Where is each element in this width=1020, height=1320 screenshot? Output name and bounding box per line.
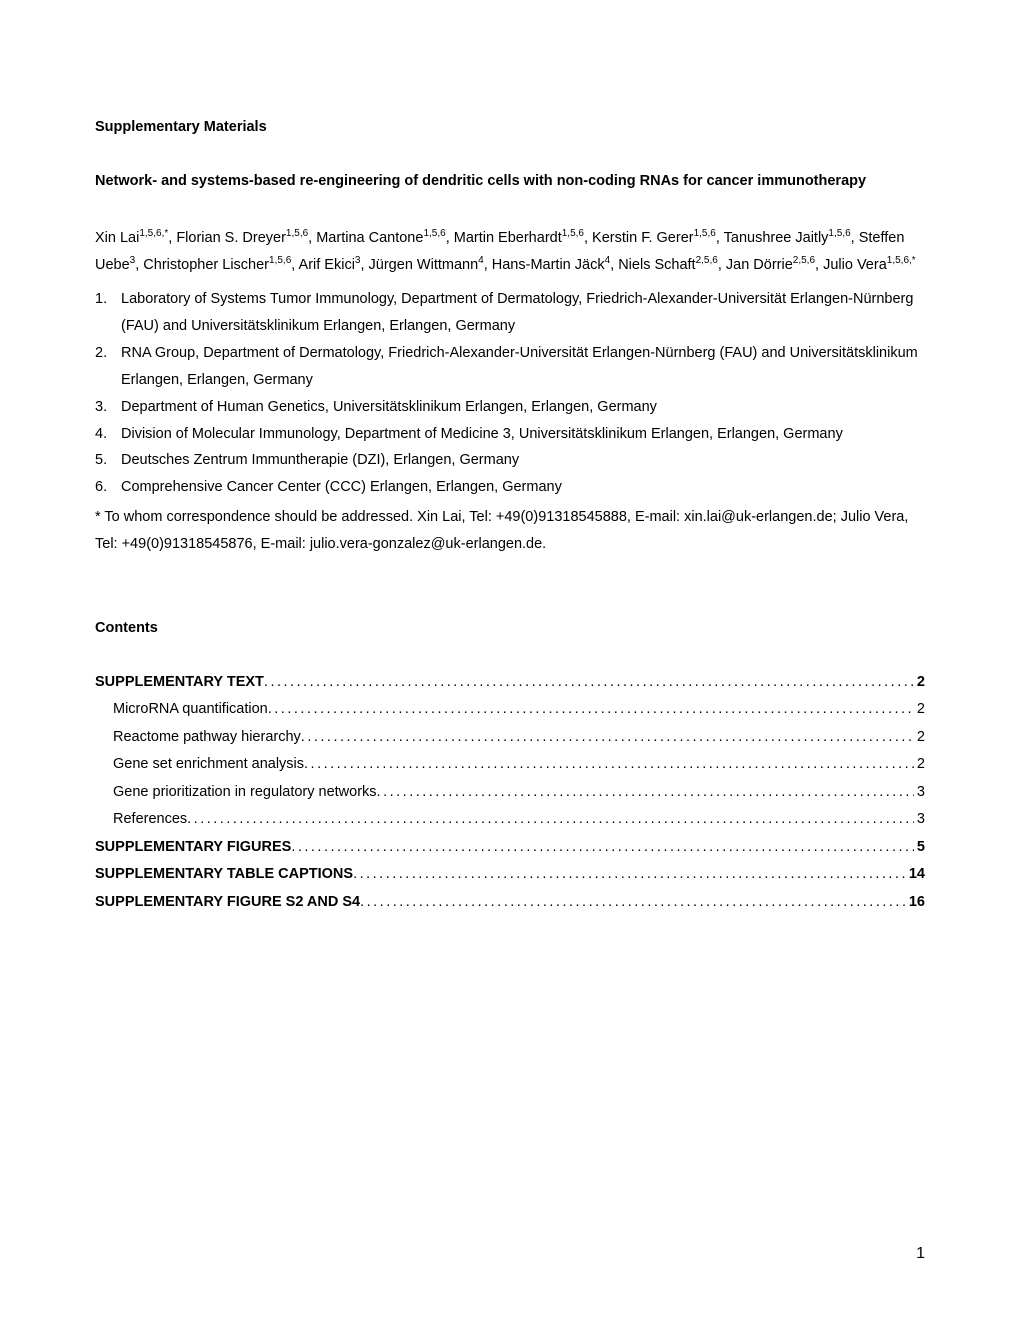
affiliation-item: 4.Division of Molecular Immunology, Depa… <box>121 421 925 448</box>
affiliation-item: 6.Comprehensive Cancer Center (CCC) Erla… <box>121 474 925 501</box>
contents-heading: Contents <box>95 618 925 639</box>
toc-title: SUPPLEMENTARY FIGURE S2 AND S4 <box>95 889 360 917</box>
toc-page-number: 5 <box>914 834 925 862</box>
toc-title: Reactome pathway hierarchy <box>113 724 301 752</box>
affiliation-text: Laboratory of Systems Tumor Immunology, … <box>121 291 913 334</box>
affiliation-text: Deutsches Zentrum Immuntherapie (DZI), E… <box>121 452 519 468</box>
toc-page-number: 16 <box>906 889 925 917</box>
toc-entry: SUPPLEMENTARY TABLE CAPTIONS 14 <box>95 861 925 889</box>
toc-title: Gene set enrichment analysis <box>113 751 304 779</box>
toc-page-number: 2 <box>914 696 925 724</box>
affiliation-number: 5. <box>95 447 107 474</box>
affiliation-text: Comprehensive Cancer Center (CCC) Erlang… <box>121 479 562 495</box>
affiliation-item: 5.Deutsches Zentrum Immuntherapie (DZI),… <box>121 447 925 474</box>
toc-leader-dots <box>353 861 906 889</box>
toc-leader-dots <box>304 751 914 779</box>
toc-title: SUPPLEMENTARY TEXT <box>95 669 264 697</box>
affiliation-number: 3. <box>95 394 107 421</box>
toc-title: SUPPLEMENTARY FIGURES <box>95 834 291 862</box>
toc-page-number: 14 <box>906 861 925 889</box>
page-number: 1 <box>916 1242 925 1265</box>
affiliation-number: 1. <box>95 286 107 313</box>
affiliation-number: 6. <box>95 474 107 501</box>
toc-leader-dots <box>301 724 914 752</box>
toc-leader-dots <box>264 669 914 697</box>
toc-page-number: 2 <box>914 724 925 752</box>
toc-entry: Gene prioritization in regulatory networ… <box>95 779 925 807</box>
toc-entry: SUPPLEMENTARY TEXT 2 <box>95 669 925 697</box>
paper-title: Network- and systems-based re-engineerin… <box>95 168 925 195</box>
affiliation-item: 2.RNA Group, Department of Dermatology, … <box>121 340 925 394</box>
toc-entry: SUPPLEMENTARY FIGURE S2 AND S4 16 <box>95 889 925 917</box>
toc-entry: References 3 <box>95 806 925 834</box>
toc-entry: Reactome pathway hierarchy 2 <box>95 724 925 752</box>
affiliation-number: 2. <box>95 340 107 367</box>
toc-title: References <box>113 806 187 834</box>
affiliation-text: Department of Human Genetics, Universitä… <box>121 399 657 415</box>
toc-page-number: 2 <box>914 669 925 697</box>
toc-leader-dots <box>187 806 914 834</box>
toc-page-number: 3 <box>914 806 925 834</box>
affiliation-text: RNA Group, Department of Dermatology, Fr… <box>121 345 918 388</box>
affiliation-number: 4. <box>95 421 107 448</box>
toc-leader-dots <box>268 696 914 724</box>
toc-entry: SUPPLEMENTARY FIGURES 5 <box>95 834 925 862</box>
toc-entry: Gene set enrichment analysis 2 <box>95 751 925 779</box>
toc-leader-dots <box>291 834 914 862</box>
toc-page-number: 3 <box>914 779 925 807</box>
toc-page-number: 2 <box>914 751 925 779</box>
correspondence-text: * To whom correspondence should be addre… <box>95 504 925 558</box>
toc-title: Gene prioritization in regulatory networ… <box>113 779 377 807</box>
toc-leader-dots <box>377 779 914 807</box>
affiliation-item: 3.Department of Human Genetics, Universi… <box>121 394 925 421</box>
table-of-contents: SUPPLEMENTARY TEXT 2MicroRNA quantificat… <box>95 669 925 917</box>
affiliation-list: 1. Laboratory of Systems Tumor Immunology… <box>95 286 925 501</box>
affiliation-text: Division of Molecular Immunology, Depart… <box>121 426 843 442</box>
toc-title: MicroRNA quantification <box>113 696 268 724</box>
affiliation-item: 1.Laboratory of Systems Tumor Immunology… <box>121 286 925 340</box>
toc-leader-dots <box>360 889 906 917</box>
author-list: Xin Lai1,5,6,*, Florian S. Dreyer1,5,6, … <box>95 225 925 279</box>
supplementary-label: Supplementary Materials <box>95 117 925 138</box>
toc-entry: MicroRNA quantification 2 <box>95 696 925 724</box>
toc-title: SUPPLEMENTARY TABLE CAPTIONS <box>95 861 353 889</box>
